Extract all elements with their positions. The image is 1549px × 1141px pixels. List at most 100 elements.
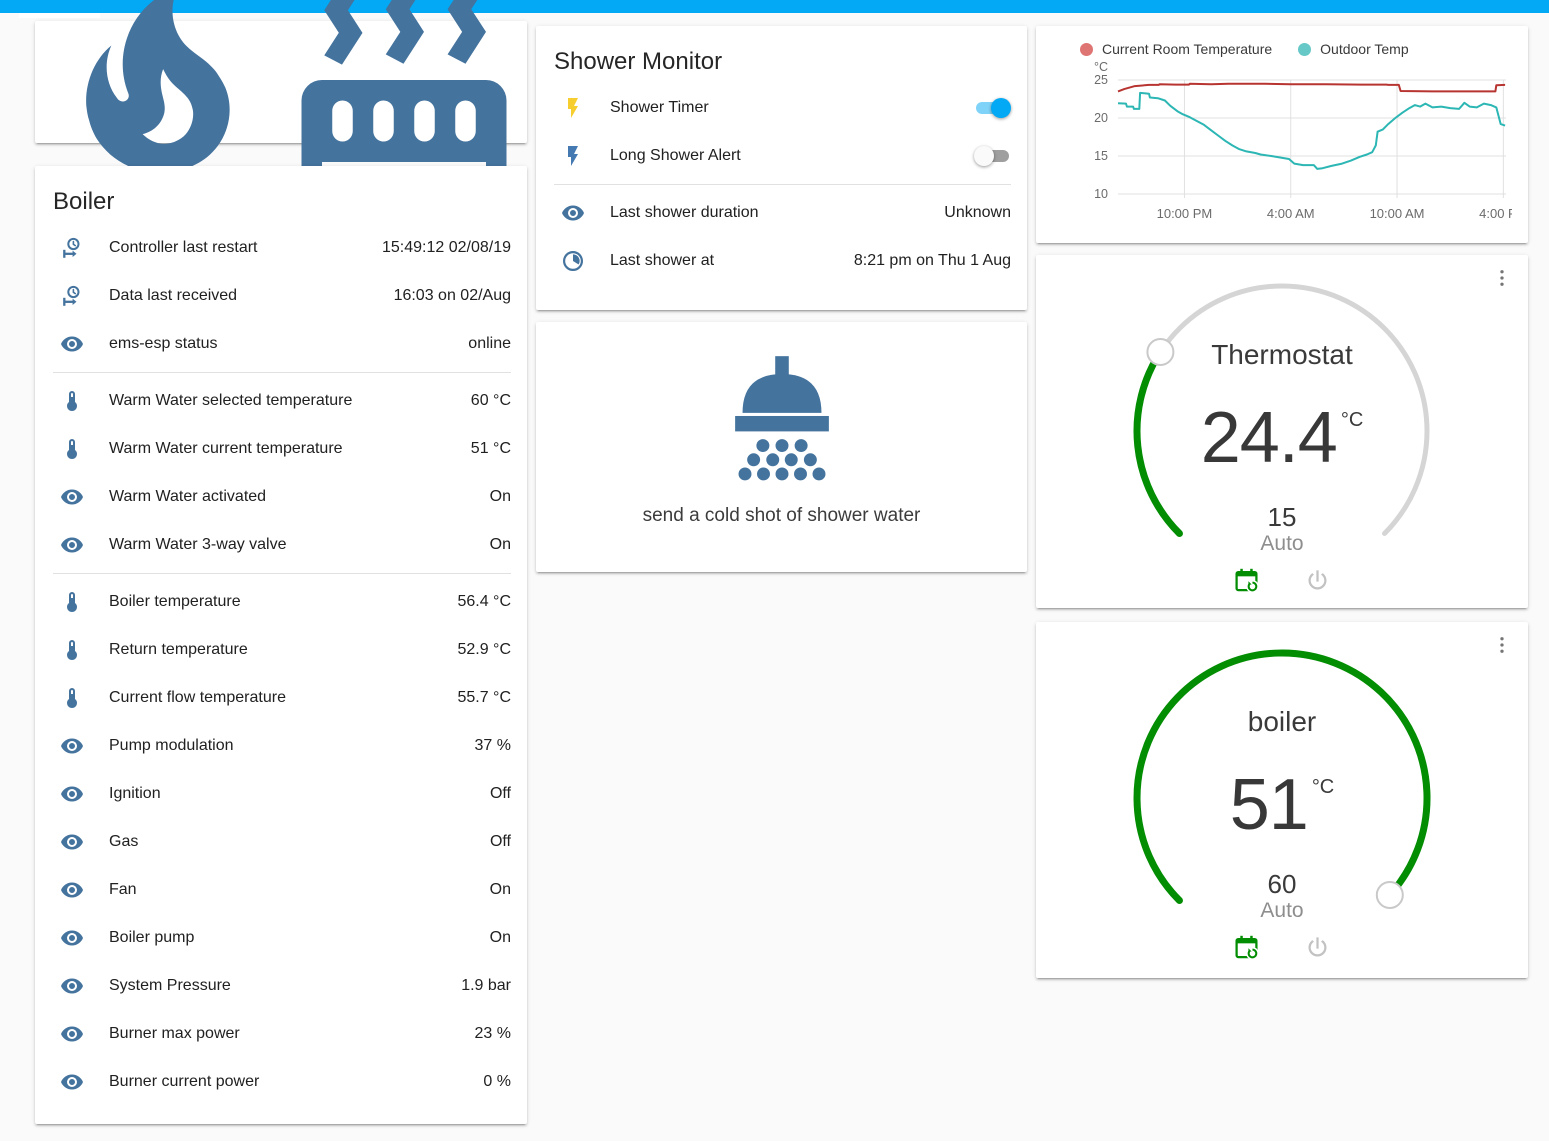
glance-card: Tap WaterOffHeatingOff (35, 0, 527, 236)
entity-row[interactable]: Gas Off (35, 818, 527, 866)
entity-row[interactable]: Warm Water 3-way valve On (35, 521, 527, 569)
gauge-title: Thermostat (1211, 339, 1353, 370)
eye-icon (61, 489, 83, 505)
entity-value: 15:49:12 02/08/19 (381, 239, 511, 256)
schedule-mode-button[interactable] (1233, 934, 1260, 961)
toggle-off[interactable] (974, 146, 1011, 166)
thermostat-card: Thermostat 24.4 °C 15 Auto (1036, 255, 1528, 608)
eye-icon (61, 834, 83, 850)
fire-icon (86, 0, 230, 172)
boiler-gauge-card: boiler 51 °C 60 Auto (1036, 622, 1528, 978)
chart-legend: Current Room Temperature Outdoor Temp (1080, 36, 1512, 62)
shower-head-icon (734, 356, 829, 481)
gauge-value: 51 °C (1229, 765, 1335, 845)
entity-row[interactable]: Warm Water activated On (35, 473, 527, 521)
entity-value: Off (489, 833, 511, 850)
boiler-gauge-menu-button[interactable] (1490, 634, 1514, 658)
legend-label: Outdoor Temp (1320, 41, 1409, 57)
divider (554, 184, 1011, 185)
entity-row[interactable]: Warm Water current temperature 51 °C (35, 425, 527, 473)
entity-row[interactable]: Last shower at 8:21 pm on Thu 1 Aug (536, 237, 1027, 285)
entity-row[interactable]: Return temperature 52.9 °C (35, 626, 527, 674)
entity-label: Boiler temperature (109, 593, 241, 610)
entity-label: Current flow temperature (109, 689, 286, 706)
entity-label: Warm Water activated (109, 488, 267, 505)
entity-row[interactable]: Fan On (35, 866, 527, 914)
gauge-actions (1036, 934, 1528, 961)
eye-icon (61, 537, 83, 553)
gauge-subtext: 60 Auto (1036, 870, 1528, 923)
entity-label: Ignition (109, 785, 161, 802)
entity-row[interactable]: ems-esp status online (35, 320, 527, 368)
power-button[interactable] (1304, 567, 1331, 594)
svg-text:10:00 PM: 10:00 PM (1157, 206, 1213, 221)
entity-label: Boiler pump (109, 929, 195, 946)
entity-value: Off (489, 785, 511, 802)
entity-row[interactable]: Burner max power 23 % (35, 1010, 527, 1058)
cold-shot-label: send a cold shot of shower water (642, 505, 921, 526)
entity-row[interactable]: Pump modulation 37 % (35, 722, 527, 770)
boiler-entities-card: Boiler Controller last restart 15:49:12 0… (35, 166, 527, 1124)
gauge-value: 24.4 °C (1200, 398, 1364, 478)
entity-row[interactable]: Warm Water selected temperature 60 °C (35, 377, 527, 425)
svg-text:10:00 AM: 10:00 AM (1370, 206, 1425, 221)
entity-value: 16:03 on 02/Aug (393, 287, 511, 304)
clock-start-icon (63, 285, 80, 306)
history-graph-card: Current Room Temperature Outdoor Temp 25 2… (1036, 26, 1528, 243)
eye-icon (562, 205, 584, 221)
active-tab-indicator[interactable] (19, 13, 100, 18)
entity-value: On (489, 881, 511, 898)
thermometer-icon (67, 640, 77, 660)
calendar-sync-icon (1235, 568, 1259, 593)
entity-value: online (468, 335, 511, 352)
svg-text:4:00 PM: 4:00 PM (1479, 206, 1512, 221)
schedule-mode-button[interactable] (1233, 567, 1260, 594)
calendar-sync-icon (1235, 935, 1259, 960)
cold-shot-button-card[interactable]: send a cold shot of shower water (536, 322, 1027, 572)
entity-row[interactable]: Burner current power 0 % (35, 1058, 527, 1106)
entity-row[interactable]: Last shower duration Unknown (536, 189, 1027, 237)
legend-dot (1080, 42, 1093, 56)
toggle-on[interactable] (974, 98, 1011, 118)
boiler-round-slider[interactable] (1127, 648, 1437, 918)
entity-value: Unknown (944, 204, 1011, 221)
dots-vertical-icon (1500, 270, 1504, 286)
svg-text:4:00 AM: 4:00 AM (1267, 206, 1315, 221)
legend-dot (1298, 42, 1312, 56)
entity-row[interactable]: Ignition Off (35, 770, 527, 818)
entity-value: 55.7 °C (457, 689, 511, 706)
gauge-setpoint: 60 (1267, 869, 1297, 899)
entity-row[interactable]: Controller last restart 15:49:12 02/08/19 (35, 224, 527, 272)
thermostat-round-slider[interactable] (1127, 281, 1437, 551)
legend-label: Current Room Temperature (1102, 41, 1273, 57)
legend-item: Outdoor Temp (1298, 41, 1409, 57)
svg-text:°C: °C (1094, 62, 1108, 74)
entity-row[interactable]: Current flow temperature 55.7 °C (35, 674, 527, 722)
entity-row[interactable]: Data last received 16:03 on 02/Aug (35, 272, 527, 320)
slider-handle[interactable] (1375, 881, 1404, 909)
entity-value: On (489, 929, 511, 946)
entity-row[interactable]: Boiler pump On (35, 914, 527, 962)
entity-value: 51 °C (470, 440, 511, 457)
power-button[interactable] (1304, 934, 1331, 961)
entity-value: On (489, 488, 511, 505)
thermostat-menu-button[interactable] (1490, 267, 1514, 291)
entity-label: Shower Timer (610, 99, 709, 116)
entity-label: ems-esp status (109, 335, 218, 352)
entity-row[interactable]: System Pressure 1.9 bar (35, 962, 527, 1010)
shower-head-icon-slot (536, 322, 1027, 503)
gauge-unit: °C (1311, 776, 1335, 798)
thermometer-icon (67, 439, 77, 459)
entity-row[interactable]: Long Shower Alert (536, 132, 1027, 180)
entity-rows: Shower Timer Long Shower Alert Last shower… (536, 84, 1027, 285)
eye-icon (61, 336, 83, 352)
entity-label: Burner max power (109, 1025, 240, 1042)
entity-row[interactable]: Shower Timer (536, 84, 1027, 132)
svg-text:15: 15 (1094, 149, 1108, 163)
divider (53, 573, 511, 574)
entity-value: 8:21 pm on Thu 1 Aug (853, 252, 1011, 269)
entity-row[interactable]: Boiler temperature 56.4 °C (35, 578, 527, 626)
slider-handle[interactable] (1146, 338, 1175, 366)
gauge-actions (1036, 567, 1528, 594)
entity-label: Last shower at (610, 252, 715, 269)
